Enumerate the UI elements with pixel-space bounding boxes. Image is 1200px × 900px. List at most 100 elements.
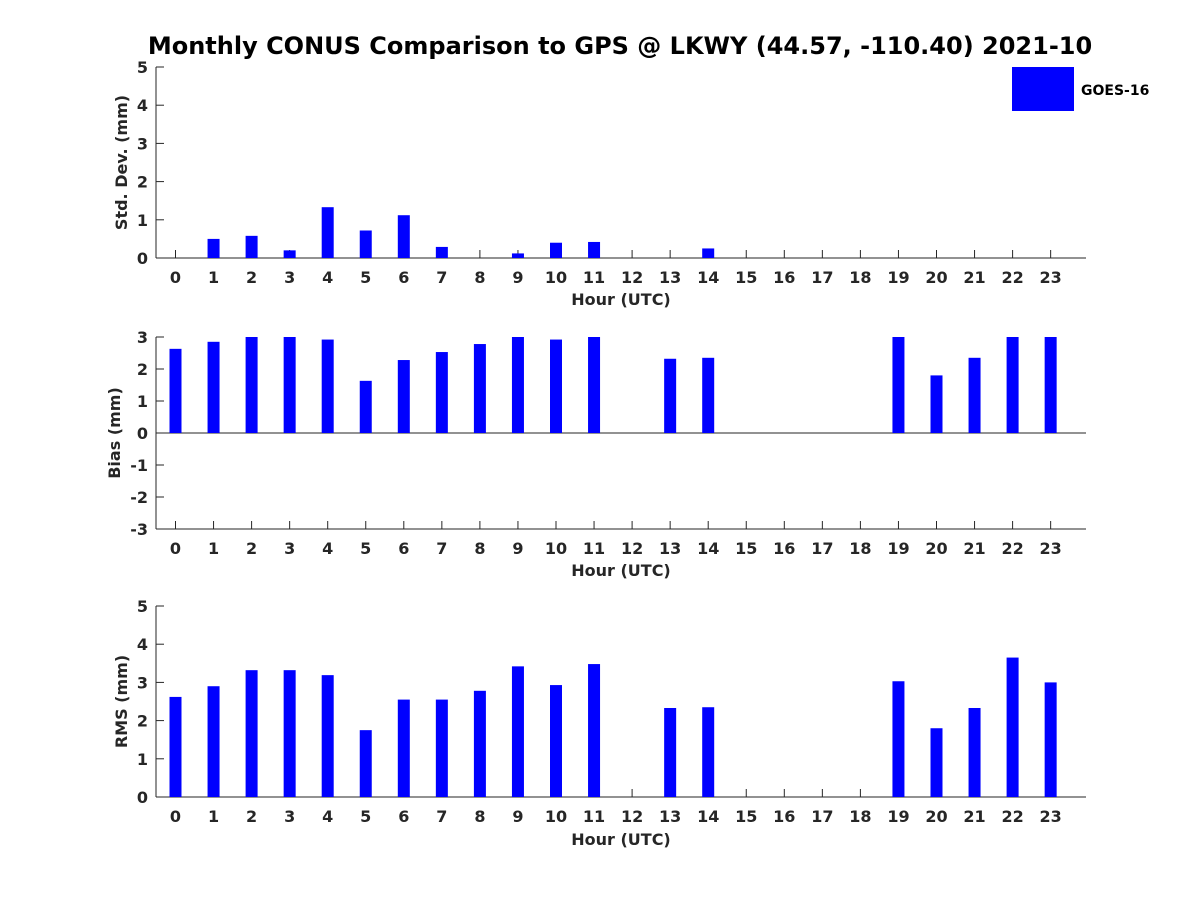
x-tick-label: 15: [735, 268, 757, 287]
x-tick-label: 22: [1001, 268, 1023, 287]
x-tick-label: 14: [697, 539, 719, 558]
bar: [245, 337, 258, 433]
y-tick-label: 5: [137, 58, 148, 77]
legend-swatch: [1012, 67, 1074, 111]
bar: [283, 250, 296, 258]
bar: [397, 699, 410, 797]
bar: [245, 670, 258, 797]
bar: [588, 337, 601, 433]
x-tick-label: 18: [849, 268, 871, 287]
x-tick-label: 13: [659, 539, 681, 558]
x-tick-label: 2: [246, 807, 257, 826]
y-tick-label: 4: [137, 635, 148, 654]
bar: [435, 352, 448, 433]
bar: [892, 681, 905, 797]
bar: [664, 358, 677, 433]
x-tick-label: 3: [284, 268, 295, 287]
x-axis-label: Hour (UTC): [571, 830, 671, 849]
x-tick-label: 10: [545, 807, 567, 826]
bar: [550, 242, 562, 258]
y-tick-label: 2: [137, 712, 148, 731]
bar: [702, 357, 715, 433]
x-tick-label: 3: [284, 539, 295, 558]
x-tick-label: 16: [773, 268, 795, 287]
bar: [930, 728, 943, 797]
x-tick-label: 19: [887, 268, 909, 287]
x-tick-label: 9: [512, 539, 523, 558]
x-tick-label: 5: [360, 268, 371, 287]
y-axis-label: Bias (mm): [105, 387, 124, 479]
x-tick-label: 6: [398, 268, 409, 287]
bar: [359, 730, 372, 797]
y-tick-label: 1: [137, 750, 148, 769]
x-tick-label: 15: [735, 539, 757, 558]
bar: [169, 696, 182, 797]
legend-label: GOES-16: [1081, 83, 1149, 99]
bar: [169, 348, 182, 433]
x-tick-label: 8: [474, 268, 485, 287]
x-tick-label: 21: [963, 268, 985, 287]
x-tick-label: 4: [322, 268, 333, 287]
y-tick-label: -1: [130, 456, 148, 475]
x-tick-label: 23: [1040, 268, 1062, 287]
x-tick-label: 5: [360, 539, 371, 558]
bar: [321, 207, 334, 258]
x-tick-label: 0: [170, 807, 181, 826]
bar: [550, 685, 562, 797]
x-tick-label: 20: [925, 807, 947, 826]
bar: [1044, 682, 1057, 797]
legend: GOES-16: [1012, 67, 1149, 111]
x-tick-label: 8: [474, 539, 485, 558]
bar: [473, 690, 486, 797]
bar: [511, 253, 524, 258]
x-tick-label: 18: [849, 539, 871, 558]
x-tick-label: 17: [811, 539, 833, 558]
x-tick-label: 3: [284, 807, 295, 826]
y-tick-label: 5: [137, 597, 148, 616]
x-tick-label: 9: [512, 807, 523, 826]
x-tick-label: 8: [474, 807, 485, 826]
bar: [283, 670, 296, 797]
x-tick-label: 12: [621, 268, 643, 287]
x-tick-label: 0: [170, 268, 181, 287]
y-tick-label: 0: [137, 788, 148, 807]
bar: [359, 230, 372, 258]
bar: [588, 241, 601, 258]
bar: [1044, 337, 1057, 433]
x-tick-label: 16: [773, 539, 795, 558]
bar: [702, 248, 715, 258]
x-tick-label: 19: [887, 539, 909, 558]
bar: [435, 699, 448, 797]
y-tick-label: 1: [137, 211, 148, 230]
x-tick-label: 15: [735, 807, 757, 826]
bar: [1006, 337, 1019, 433]
x-tick-label: 1: [208, 807, 219, 826]
x-tick-label: 1: [208, 539, 219, 558]
x-tick-label: 6: [398, 539, 409, 558]
bar: [283, 337, 296, 433]
bar: [397, 215, 410, 258]
x-tick-label: 22: [1001, 807, 1023, 826]
y-tick-label: 2: [137, 173, 148, 192]
x-tick-label: 23: [1040, 807, 1062, 826]
x-tick-label: 2: [246, 268, 257, 287]
y-axis-label: Std. Dev. (mm): [112, 95, 131, 230]
bar: [435, 246, 448, 258]
bar: [207, 686, 220, 797]
x-tick-label: 20: [925, 539, 947, 558]
bar: [588, 664, 601, 797]
x-tick-label: 10: [545, 268, 567, 287]
bar: [359, 380, 372, 433]
y-axis-label: RMS (mm): [112, 655, 131, 748]
x-tick-label: 13: [659, 268, 681, 287]
x-tick-label: 16: [773, 807, 795, 826]
y-tick-label: 0: [137, 424, 148, 443]
x-tick-label: 2: [246, 539, 257, 558]
x-tick-label: 7: [436, 268, 447, 287]
x-tick-label: 20: [925, 268, 947, 287]
x-axis-label: Hour (UTC): [571, 561, 671, 580]
bar: [321, 339, 334, 433]
x-tick-label: 18: [849, 807, 871, 826]
